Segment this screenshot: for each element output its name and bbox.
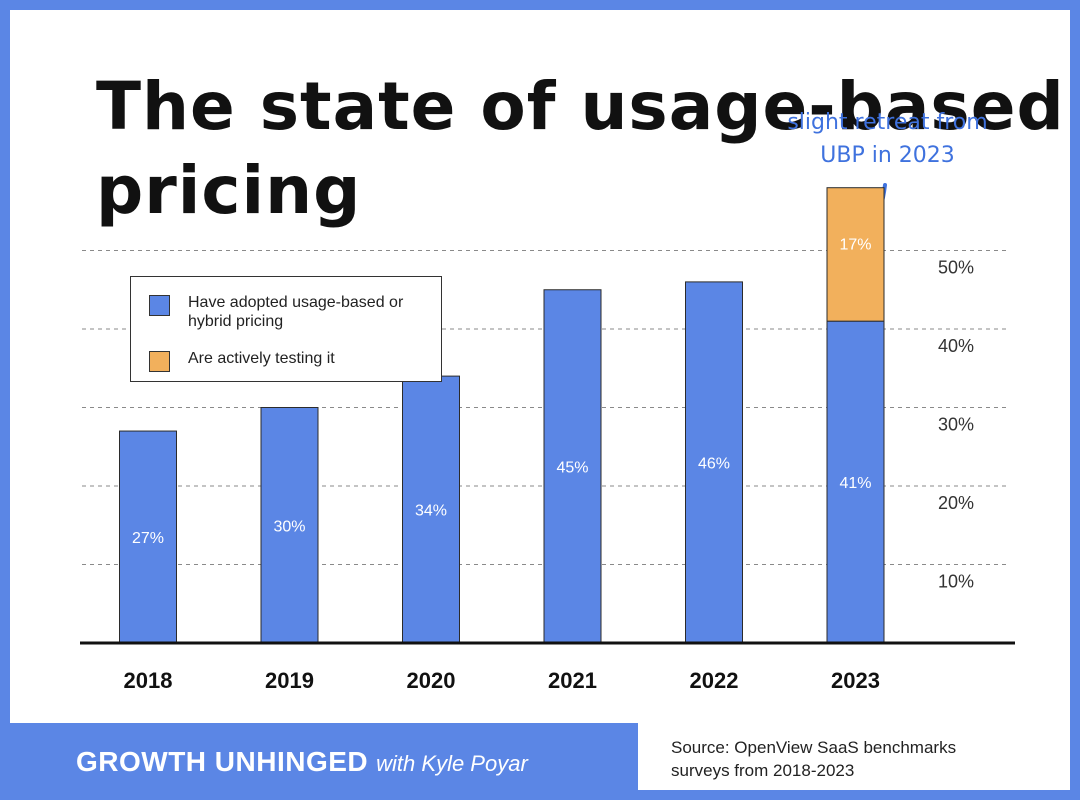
brand-logo-text: GROWTH UNHINGED with Kyle Poyar	[76, 746, 528, 778]
bar-2023-series-1	[826, 187, 885, 322]
legend-label-testing: Are actively testing it	[188, 350, 335, 367]
x-tick-label-2018: 2018	[124, 668, 173, 693]
y-tick-label: 40%	[938, 336, 974, 356]
chart-legend: Have adopted usage-based or hybrid prici…	[130, 276, 442, 382]
data-label-2022-series-0: 46%	[698, 455, 730, 472]
y-tick-label: 20%	[938, 493, 974, 513]
annotation-text: slight retreat from UBP in 2023	[787, 110, 988, 168]
data-label-2023-series-1: 17%	[839, 237, 871, 254]
bar-2018-series-0	[119, 430, 177, 644]
legend-label-adopted: Have adopted usage-based or hybrid prici…	[188, 294, 404, 330]
legend-item-testing: Are actively testing it	[149, 349, 428, 372]
x-tick-label-2019: 2019	[265, 668, 314, 693]
data-label-2019-series-0: 30%	[273, 518, 305, 535]
x-tick-label-2023: 2023	[831, 668, 880, 693]
data-label-2023-series-0: 41%	[839, 475, 871, 492]
y-tick-label: 30%	[938, 415, 974, 435]
footer-brand-band: GROWTH UNHINGED with Kyle Poyar	[10, 723, 638, 790]
data-label-2020-series-0: 34%	[415, 503, 447, 520]
y-tick-label: 10%	[938, 572, 974, 592]
data-label-2021-series-0: 45%	[556, 459, 588, 476]
x-tick-label-2020: 2020	[407, 668, 456, 693]
x-tick-label-2021: 2021	[548, 668, 597, 693]
y-tick-label: 50%	[938, 258, 974, 278]
bar-2021-series-0	[543, 289, 602, 644]
x-tick-label-2022: 2022	[690, 668, 739, 693]
data-label-2018-series-0: 27%	[132, 530, 164, 547]
bar-2023-series-0	[826, 320, 885, 644]
brand-name: GROWTH UNHINGED	[76, 745, 369, 777]
source-note: Source: OpenView SaaS benchmarks surveys…	[671, 738, 957, 780]
bar-2019-series-0	[260, 407, 319, 644]
brand-suffix: with Kyle Poyar	[376, 750, 528, 776]
bar-chart: 10% 20% 30% 40% 50% 27% 2018 30% 2019 34% 2020 45% 2…	[80, 187, 1015, 693]
legend-swatch-testing	[149, 351, 170, 372]
legend-swatch-adopted	[149, 295, 170, 316]
legend-item-adopted: Have adopted usage-based or hybrid prici…	[149, 293, 428, 331]
chart-title: The state of usage-based pricing	[96, 68, 1065, 229]
